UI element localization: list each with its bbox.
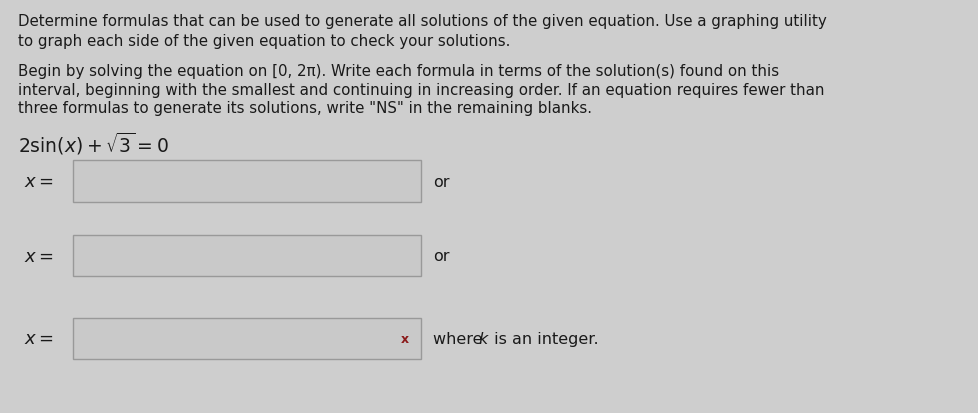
- Text: $x=$: $x=$: [24, 330, 54, 348]
- Text: $x=$: $x=$: [24, 173, 54, 191]
- Text: or: or: [432, 174, 449, 189]
- Text: $x=$: $x=$: [24, 247, 54, 265]
- FancyBboxPatch shape: [73, 318, 421, 359]
- Text: three formulas to generate its solutions, write "NS" in the remaining blanks.: three formulas to generate its solutions…: [18, 101, 591, 116]
- Text: is an integer.: is an integer.: [489, 331, 599, 346]
- FancyBboxPatch shape: [73, 235, 421, 277]
- Text: $k$: $k$: [477, 331, 489, 347]
- Text: to graph each side of the given equation to check your solutions.: to graph each side of the given equation…: [18, 34, 510, 49]
- Text: Begin by solving the equation on [0, 2π). Write each formula in terms of the sol: Begin by solving the equation on [0, 2π)…: [18, 64, 778, 79]
- FancyBboxPatch shape: [73, 161, 421, 202]
- Text: where: where: [432, 331, 487, 346]
- Text: Determine formulas that can be used to generate all solutions of the given equat: Determine formulas that can be used to g…: [18, 14, 825, 29]
- Text: x: x: [401, 332, 409, 345]
- Text: or: or: [432, 249, 449, 263]
- Text: $2\sin(x)+\sqrt{3}=0$: $2\sin(x)+\sqrt{3}=0$: [18, 130, 168, 156]
- Text: interval, beginning with the smallest and continuing in increasing order. If an : interval, beginning with the smallest an…: [18, 83, 823, 97]
